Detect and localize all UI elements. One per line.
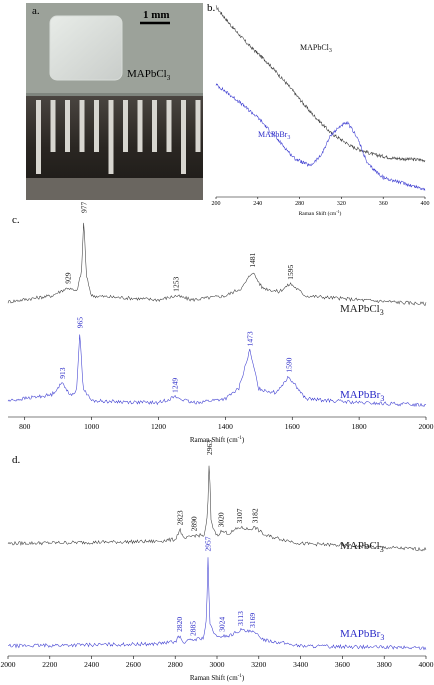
peak-label: 913	[58, 367, 67, 379]
panel-c-peak-labels: 929 977 1253 1481 1595 913 965 1249 1473 1590	[58, 201, 295, 392]
ruler-tick	[50, 100, 56, 152]
panel-d-x-axis-label: Raman Shift (cm-1)	[190, 674, 245, 682]
panel-b-chart: b. 200 240 280 320 360 400 Raman Shift (cm-1)…	[207, 2, 430, 217]
peak-label: 2963	[205, 440, 214, 455]
x-tick-label: 1800	[352, 422, 367, 431]
panel-b-x-ticks: 200 240 280 320 360 400	[212, 197, 430, 207]
x-tick-label: 320	[337, 201, 346, 207]
x-tick-label: 3800	[377, 660, 392, 669]
series-line-mapbbr3	[7, 557, 427, 651]
panel-c-label: c.	[12, 214, 20, 226]
ruler-tick	[79, 100, 85, 152]
peak-label: 2820	[175, 617, 184, 632]
peak-label: 1481	[248, 252, 257, 267]
panel-d-legend-mapbbr3: MAPbBr3	[340, 628, 384, 642]
peak-label: 2885	[189, 621, 198, 636]
x-tick-label: 1200	[151, 422, 166, 431]
ruler-tick	[152, 100, 157, 152]
x-tick-label: 2000	[419, 422, 434, 431]
ruler-tick	[94, 100, 99, 152]
peak-label: 3182	[250, 508, 259, 523]
x-tick-label: 200	[212, 201, 221, 207]
x-tick-label: 3400	[293, 660, 308, 669]
x-tick-label: 2600	[126, 660, 141, 669]
peak-label: 929	[63, 272, 72, 284]
x-tick-label: 1400	[218, 422, 233, 431]
peak-label: 1249	[170, 378, 179, 393]
peak-label: 965	[75, 317, 84, 329]
x-tick-label: 3600	[335, 660, 350, 669]
panel-a-photo: 1 mm a. MAPbCl3	[26, 3, 203, 200]
panel-c-x-axis-label: Raman Shift (cm-1)	[190, 436, 245, 444]
panel-b-series	[215, 5, 426, 191]
ruler-tick	[137, 100, 143, 152]
peak-label: 1473	[245, 331, 254, 346]
peak-label: 2957	[204, 536, 213, 551]
x-tick-label: 280	[295, 201, 304, 207]
x-tick-label: 2200	[42, 660, 57, 669]
x-tick-label: 2800	[168, 660, 183, 669]
peak-label: 1590	[284, 357, 293, 372]
panel-b-x-axis-label: Raman Shift (cm-1)	[299, 209, 342, 217]
x-tick-label: 1000	[84, 422, 99, 431]
panel-d-chart: d. 2000 2200 2400 2600 2800 3000 3200 3400 3600 3…	[1, 440, 434, 682]
panel-d-label: d.	[12, 454, 21, 466]
x-tick-label: 360	[379, 201, 388, 207]
x-tick-label: 2400	[84, 660, 99, 669]
panel-c-chart: c. 800 1000 1200 1400 1600 1800 2000 Raman Shi…	[7, 201, 434, 444]
panel-b-label: b.	[207, 2, 216, 14]
ruler-tick	[166, 100, 172, 152]
peak-label: 3020	[217, 512, 226, 527]
ruler-tick	[181, 100, 186, 174]
x-tick-label: 1600	[285, 422, 300, 431]
x-tick-label: 400	[421, 201, 430, 207]
ruler-edge	[26, 178, 203, 200]
panel-d-legend-mapbcl3: MAPbCl3	[340, 540, 384, 554]
peak-label: 3024	[218, 617, 227, 632]
peak-label: 977	[79, 201, 88, 213]
ruler-tick	[123, 100, 128, 152]
panel-c-x-ticks: 800 1000 1200 1400 1600 1800 2000	[19, 417, 434, 431]
series-line-mapbbr3	[7, 334, 427, 408]
panel-d-x-ticks: 2000 2200 2400 2600 2800 3000 3200 3400 3600 3800…	[1, 656, 434, 669]
panel-b-legend-mapbcl3: MAPbCl3	[300, 43, 332, 54]
panel-d-series	[7, 465, 427, 651]
x-tick-label: 800	[19, 422, 31, 431]
panel-b-legend-mapbbr3: MAPbBr3	[258, 130, 290, 141]
peak-label: 1253	[172, 277, 181, 292]
ruler-tick	[36, 100, 41, 174]
panel-c-legend-mapbcl3: MAPbCl3	[340, 303, 384, 317]
series-line-mapbcl3	[7, 465, 427, 552]
series-line-mapbcl3	[7, 222, 427, 307]
ruler-ticks	[36, 100, 201, 174]
ruler-tick	[108, 100, 114, 174]
peak-label: 3107	[235, 508, 244, 523]
peak-label: 3169	[248, 613, 257, 628]
x-tick-label: 240	[253, 201, 262, 207]
panel-a-label: a.	[32, 5, 40, 17]
panel-c-legend-mapbbr3: MAPbBr3	[340, 389, 384, 403]
panel-a-sample-label: MAPbCl3	[127, 68, 171, 82]
panel-d-peak-labels: 2823 2890 2963 3020 3107 3182 2820 2885 2957 3024…	[175, 440, 260, 636]
x-tick-label: 3200	[251, 660, 266, 669]
ruler-tick	[195, 100, 201, 152]
series-line-mapbbr3	[215, 83, 426, 191]
x-tick-label: 3000	[210, 660, 225, 669]
peak-label: 2890	[190, 516, 199, 531]
peak-label: 2823	[175, 510, 184, 525]
peak-label: 1595	[286, 264, 295, 279]
x-tick-label: 2000	[1, 660, 16, 669]
panel-c-series	[7, 222, 427, 408]
crystal-sample	[49, 15, 123, 81]
series-line-mapbcl3	[215, 5, 426, 163]
scale-bar-label: 1 mm	[143, 9, 170, 21]
ruler-tick	[65, 100, 70, 152]
x-tick-label: 4000	[419, 660, 434, 669]
peak-label: 3113	[236, 611, 245, 626]
